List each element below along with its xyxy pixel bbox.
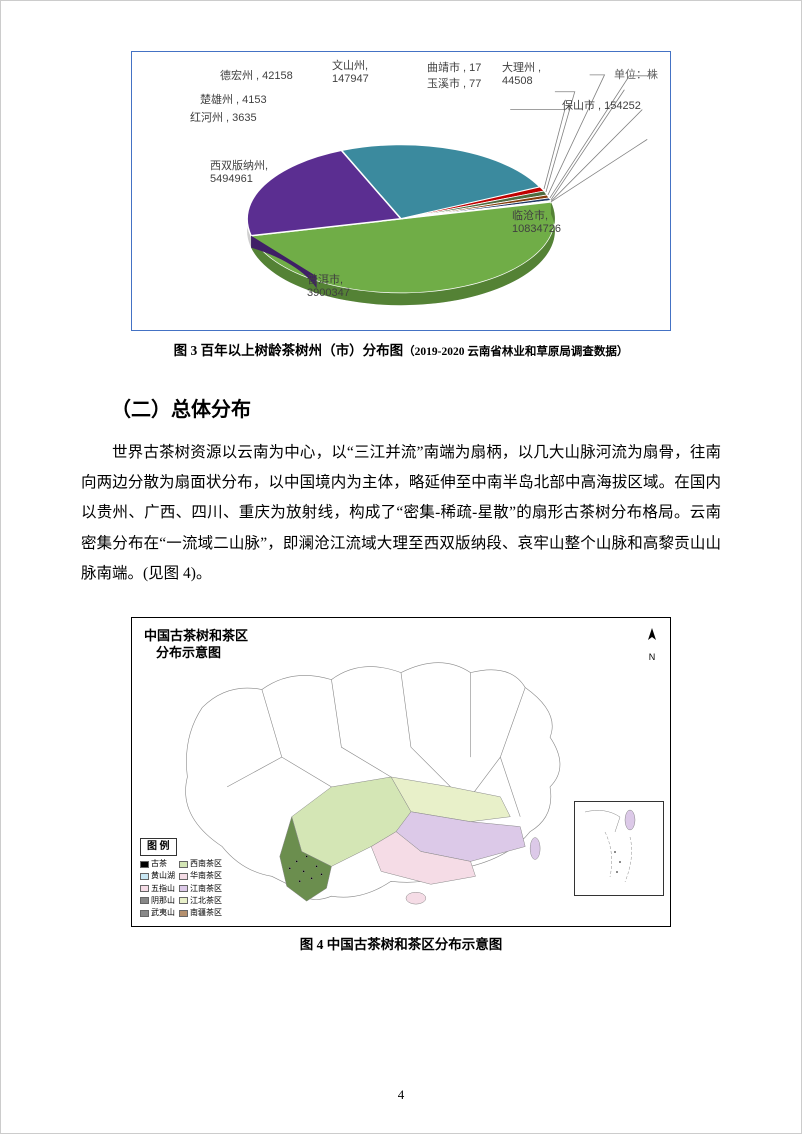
- pie-label-dali: 大理州 ,44508: [502, 62, 541, 87]
- map-legend: 图 例 古茶 黄山湖 五指山 阴那山 武夷山 西南茶区 华南茶区 江南茶区 江北…: [140, 838, 222, 918]
- pie-label-honghe: 红河州 , 3635: [190, 112, 257, 125]
- pie-chart: 单位：株: [131, 51, 671, 331]
- pie-caption: 图 3 百年以上树龄茶树州（市）分布图（2019-2020 云南省林业和草原局调…: [81, 339, 721, 359]
- section-heading: （二）总体分布: [111, 393, 721, 422]
- compass-icon: N: [644, 626, 660, 662]
- south-sea-inset: [574, 801, 664, 896]
- pie-label-dehong: 德宏州 , 42158: [220, 70, 293, 83]
- pie-label-wenshan: 文山州,147947: [332, 60, 369, 85]
- body-paragraph: 世界古茶树资源以云南为中心，以“三江并流”南端为扇柄，以几大山脉河流为扇骨，往南…: [81, 438, 721, 589]
- pie-label-baoshan: 保山市 , 154252: [562, 100, 641, 113]
- map-caption: 图 4 中国古茶树和茶区分布示意图: [81, 933, 721, 953]
- pie-label-qujing: 曲靖市 , 17: [427, 62, 481, 75]
- china-map: 中国古茶树和茶区 分布示意图 N: [131, 617, 671, 927]
- pie-label-yuxi: 玉溪市 , 77: [427, 78, 481, 91]
- pie-label-puer: 普洱市,3900347: [307, 274, 350, 299]
- pie-label-chuxiong: 楚雄州 , 4153: [200, 94, 267, 107]
- pie-label-lincang: 临沧市,10834726: [512, 210, 561, 235]
- page-number: 4: [1, 1087, 801, 1103]
- pie-label-xishuangbanna: 西双版纳州,5494961: [210, 160, 268, 185]
- map-title: 中国古茶树和茶区 分布示意图: [144, 628, 248, 662]
- document-page: 单位：株: [0, 0, 802, 1134]
